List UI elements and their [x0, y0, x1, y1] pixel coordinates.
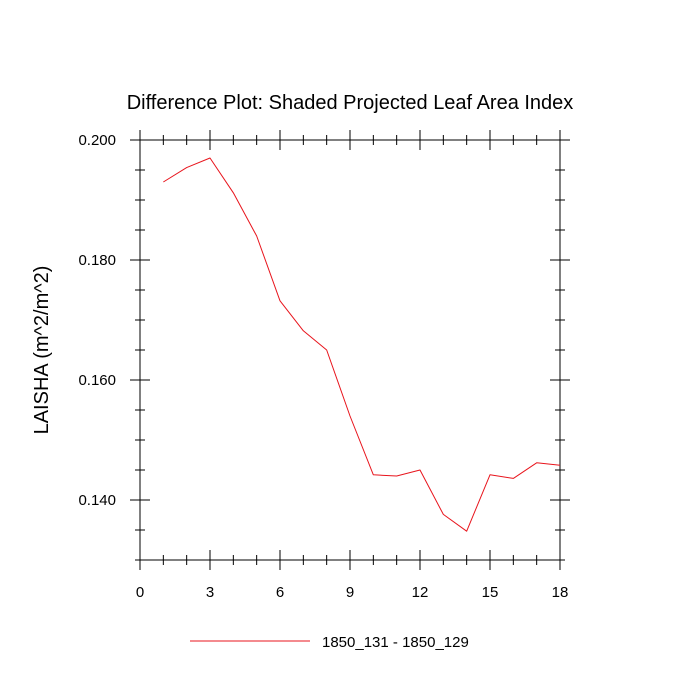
x-tick-label: 6	[276, 584, 284, 601]
chart-title: Difference Plot: Shaded Projected Leaf A…	[127, 92, 574, 114]
series-line	[163, 157, 561, 532]
series-lines	[163, 157, 561, 532]
legend: 1850_131 - 1850_129	[190, 634, 469, 651]
x-tick-label: 15	[482, 584, 499, 601]
plot-area: 0 3 6 9 12 15 18 0.140 0.160 0.180 0.200	[78, 130, 570, 601]
x-tick-label: 0	[136, 584, 144, 601]
x-tick-labels: 0 3 6 9 12 15 18	[136, 584, 569, 601]
y-tick-label: 0.200	[78, 132, 116, 149]
minor-ticks	[135, 135, 565, 565]
y-tick-label: 0.140	[78, 492, 116, 509]
y-tick-label: 0.180	[78, 252, 116, 269]
major-ticks	[130, 130, 570, 570]
x-tick-label: 3	[206, 584, 214, 601]
x-tick-label: 18	[552, 584, 569, 601]
y-tick-label: 0.160	[78, 372, 116, 389]
y-tick-labels: 0.140 0.160 0.180 0.200	[78, 132, 116, 509]
plot-frame	[139, 139, 561, 561]
legend-label: 1850_131 - 1850_129	[322, 634, 469, 651]
x-tick-label: 12	[412, 584, 429, 601]
y-axis-label: LAISHA (m^2/m^2)	[31, 266, 53, 435]
x-tick-label: 9	[346, 584, 354, 601]
